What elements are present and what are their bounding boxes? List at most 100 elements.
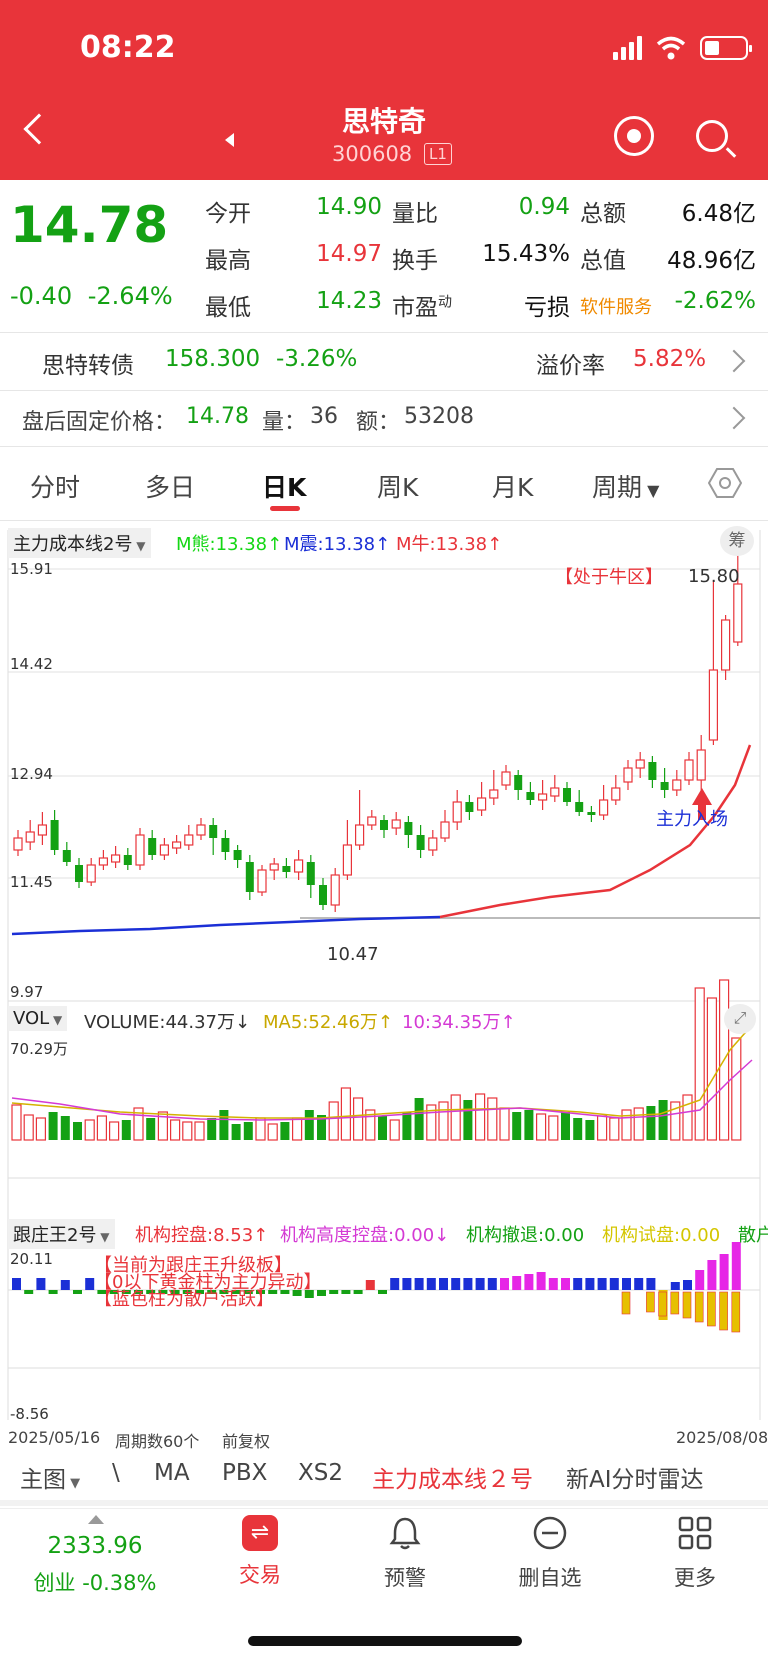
gzw-bar <box>109 1290 119 1294</box>
candle-body <box>355 824 365 846</box>
candle-body <box>233 850 242 860</box>
y-label-1: 15.91 <box>10 560 53 578</box>
tab-period[interactable]: 周期 ▼ <box>592 473 660 502</box>
gzw-indicator-select[interactable]: 跟庄王2号 ▼ <box>8 1219 115 1249</box>
y-label-4: 11.45 <box>10 873 53 891</box>
gzw-bar <box>182 1290 192 1294</box>
volume-bar <box>694 987 705 1141</box>
tab-intraday[interactable]: 分时 <box>30 473 81 502</box>
candle-body <box>514 775 523 790</box>
start-date: 2025/05/16 <box>8 1428 101 1447</box>
volume-bar <box>133 1107 144 1141</box>
y-label-3: 12.94 <box>10 765 53 783</box>
volume-bar <box>182 1121 193 1141</box>
volume-bar <box>426 1104 437 1141</box>
prev-stock-icon[interactable] <box>225 133 234 147</box>
main-chart-select[interactable]: 主图 ▼ <box>20 1467 81 1493</box>
kline-chart[interactable] <box>0 520 768 1420</box>
volume-bar <box>450 1094 461 1141</box>
bell-icon <box>389 1517 421 1550</box>
candle-body <box>733 583 743 643</box>
gzw-bars <box>12 1242 741 1333</box>
gzw-note-3: 【蓝色柱为散户活跃】 <box>94 1289 274 1310</box>
tab-cost-line[interactable]: 主力成本线２号 <box>372 1467 533 1493</box>
dropdown-icon: ▼ <box>96 1230 110 1244</box>
tab-xs2[interactable]: XS2 <box>298 1460 343 1486</box>
candle-body <box>611 787 621 801</box>
trade-icon: ⇌ <box>242 1515 278 1551</box>
gzw-bar <box>402 1278 412 1290</box>
pe-sup: 动 <box>438 294 452 311</box>
candle-body <box>672 779 682 791</box>
volume-bar <box>646 1106 656 1140</box>
search-icon[interactable] <box>696 120 728 152</box>
tab-pbx[interactable]: PBX <box>222 1460 268 1486</box>
volume-bar <box>267 1123 278 1141</box>
tab-weekly-k[interactable]: 周K <box>377 473 419 502</box>
high-marker: 15.80 <box>688 566 740 587</box>
gzw-note-2: 【0以下黄金柱为主力异动】 <box>94 1272 322 1293</box>
expand-icon[interactable]: ⤢ <box>724 1004 756 1034</box>
candle-body <box>391 819 401 829</box>
volume-bar <box>73 1122 82 1140</box>
volume-bar <box>535 1113 547 1141</box>
m-bear: M熊:13.38↑ <box>176 534 283 555</box>
candle-body <box>110 854 121 863</box>
chip-distribution-button[interactable]: 筹 <box>720 526 754 556</box>
tab-monthly-k[interactable]: 月K <box>492 473 534 502</box>
stock-name: 思特奇 <box>341 105 426 138</box>
gzw-bar <box>24 1290 34 1294</box>
tab-multiday[interactable]: 多日 <box>145 473 196 502</box>
gold-bar <box>719 1291 728 1331</box>
settings-icon[interactable] <box>708 466 742 500</box>
candle-body <box>563 788 571 802</box>
gzw-bar <box>439 1278 448 1290</box>
candle-body <box>452 801 462 823</box>
tab-ma[interactable]: MA <box>154 1460 190 1486</box>
gzw-bar <box>292 1290 302 1296</box>
gzw-bar <box>463 1278 473 1290</box>
index-label[interactable]: 创业 -0.38% <box>33 1571 157 1595</box>
gzw-bar <box>670 1282 680 1290</box>
gzw-ymax: 20.11 <box>10 1250 53 1268</box>
after-hours-row[interactable]: 盘后固定价格： 14.78 量： 36 额： 53208 <box>0 390 768 446</box>
tab-prev[interactable]: \ <box>112 1460 120 1486</box>
gzw-bar <box>60 1280 70 1290</box>
convertible-bond-row[interactable]: 思特转债 158.300 -3.26% 溢价率 5.82% <box>0 332 768 390</box>
battery-icon <box>700 36 752 60</box>
tab-ai-radar[interactable]: 新AI分时雷达 <box>566 1467 704 1493</box>
gzw-bar <box>622 1278 631 1290</box>
low-value: 14.23 <box>316 288 382 314</box>
remove-watchlist-button[interactable]: 删自选 <box>500 1515 600 1592</box>
tab-daily-k[interactable]: 日K <box>262 473 307 502</box>
turnover-value: 15.43% <box>482 241 570 267</box>
gzw-bar <box>719 1254 729 1290</box>
volume-bar <box>682 1094 693 1141</box>
mascot-icon[interactable] <box>614 116 654 156</box>
candle-body <box>428 837 438 851</box>
signal-icon <box>613 36 642 60</box>
volume-bar <box>378 1116 387 1140</box>
chevron-right-icon <box>722 406 746 430</box>
trade-button[interactable]: ⇌ 交易 <box>210 1515 310 1589</box>
volume-bar <box>402 1112 412 1140</box>
candle-body <box>25 831 35 843</box>
candle-body <box>148 838 157 855</box>
period-count: 周期数60个 <box>115 1432 200 1451</box>
gzw-bar <box>707 1260 717 1290</box>
alert-button[interactable]: 预警 <box>355 1515 455 1592</box>
volume-indicator-select[interactable]: VOL ▼ <box>8 1006 68 1031</box>
candle-body <box>123 855 132 865</box>
volume-bar <box>365 1109 376 1141</box>
candle-body <box>696 749 706 781</box>
main-indicator-select[interactable]: 主力成本线2号 ▼ <box>8 528 151 558</box>
grid-icon <box>678 1516 712 1550</box>
index-value[interactable]: 2333.96 <box>47 1533 143 1559</box>
more-button[interactable]: 更多 <box>645 1515 745 1592</box>
sector-link[interactable]: 软件服务 <box>580 297 652 318</box>
candle-body <box>635 759 645 769</box>
bull-cost-line <box>439 744 752 919</box>
open-label: 今开 <box>205 201 251 227</box>
volume-bar <box>561 1112 570 1140</box>
bond-name: 思特转债 <box>42 353 134 379</box>
